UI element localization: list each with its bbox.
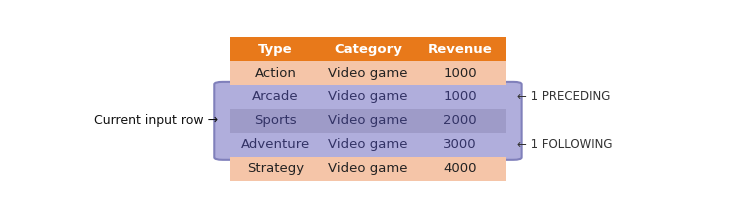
Text: Revenue: Revenue [428, 43, 493, 56]
Text: Category: Category [334, 43, 402, 56]
Text: 2000: 2000 [443, 114, 477, 127]
Text: Video game: Video game [328, 162, 408, 175]
Bar [230, 157, 507, 181]
Bar [230, 85, 507, 109]
Text: Sports: Sports [254, 114, 297, 127]
Text: Adventure: Adventure [241, 138, 311, 151]
Bar [230, 133, 507, 157]
Text: Action: Action [254, 67, 297, 80]
FancyBboxPatch shape [214, 82, 522, 160]
Text: Video game: Video game [328, 114, 408, 127]
Text: 4000: 4000 [443, 162, 477, 175]
Text: ← 1 FOLLOWING: ← 1 FOLLOWING [517, 138, 612, 151]
Text: Arcade: Arcade [252, 91, 299, 103]
Bar [230, 37, 507, 61]
Text: 3000: 3000 [443, 138, 477, 151]
Text: Video game: Video game [328, 91, 408, 103]
Text: Strategy: Strategy [247, 162, 304, 175]
Text: Current input row →: Current input row → [94, 114, 218, 127]
Bar [230, 61, 507, 85]
Text: 1000: 1000 [443, 67, 477, 80]
Bar [230, 109, 507, 133]
Text: 1000: 1000 [443, 91, 477, 103]
Text: Video game: Video game [328, 67, 408, 80]
Text: Type: Type [258, 43, 293, 56]
Text: ← 1 PRECEDING: ← 1 PRECEDING [517, 91, 610, 103]
Text: Video game: Video game [328, 138, 408, 151]
